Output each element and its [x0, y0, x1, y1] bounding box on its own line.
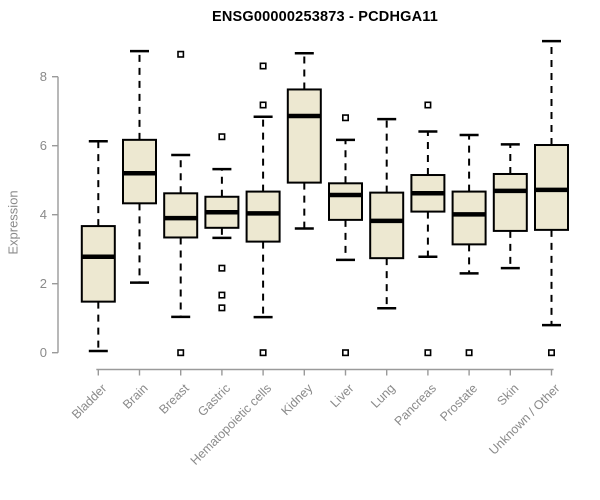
outlier-marker — [218, 304, 226, 312]
category-label: Prostate — [437, 381, 480, 424]
box-breast — [163, 50, 199, 357]
y-tick-label: 4 — [40, 207, 47, 222]
box-prostate — [451, 133, 487, 357]
outlier-marker — [465, 349, 473, 357]
outlier-marker — [424, 101, 432, 109]
outlier-marker — [218, 133, 226, 141]
y-tick-label: 8 — [40, 69, 47, 84]
category-label: Hematopoietic cells — [188, 381, 275, 468]
box-lung — [369, 117, 405, 310]
outlier-marker — [218, 291, 226, 299]
box-bladder — [80, 139, 116, 353]
category-label: Gastric — [195, 381, 233, 419]
box-kidney — [286, 51, 322, 230]
iqr-box — [80, 225, 116, 303]
box-liver — [328, 114, 363, 357]
box-hematopoietic-cells — [245, 62, 281, 357]
category-label: Breast — [156, 381, 192, 417]
category-label: Lung — [368, 381, 398, 411]
iqr-box — [328, 182, 363, 221]
box-brain — [122, 49, 157, 284]
outlier-marker — [259, 101, 267, 109]
y-tick-label: 6 — [40, 138, 47, 153]
outlier-marker — [177, 50, 185, 58]
iqr-box — [245, 190, 281, 243]
box-pancreas — [410, 101, 446, 357]
outlier-marker — [177, 349, 185, 357]
iqr-box — [492, 172, 528, 232]
category-label: Skin — [494, 381, 521, 408]
outlier-marker — [341, 114, 349, 122]
y-tick-label: 0 — [40, 345, 47, 360]
y-tick-label: 2 — [40, 276, 47, 291]
outlier-marker — [424, 349, 432, 357]
box-gastric — [204, 133, 240, 312]
iqr-box — [369, 191, 405, 260]
chart-title: ENSG00000253873 - PCDHGA11 — [211, 9, 439, 25]
category-label: Pancreas — [392, 381, 439, 428]
outlier-marker — [218, 264, 226, 272]
iqr-box — [163, 192, 199, 239]
iqr-box — [534, 144, 569, 231]
category-label: Bladder — [69, 381, 109, 421]
outlier-marker — [259, 349, 267, 357]
iqr-box — [286, 88, 322, 184]
category-label: Brain — [120, 381, 151, 412]
outlier-marker — [547, 349, 555, 357]
category-label: Liver — [328, 381, 357, 410]
box-unknown-other — [534, 39, 569, 357]
iqr-box — [451, 190, 487, 246]
category-label: Kidney — [278, 381, 315, 418]
category-label: Unknown / Other — [486, 381, 562, 457]
outlier-marker — [341, 349, 349, 357]
box-skin — [492, 143, 528, 270]
outlier-marker — [259, 62, 267, 70]
